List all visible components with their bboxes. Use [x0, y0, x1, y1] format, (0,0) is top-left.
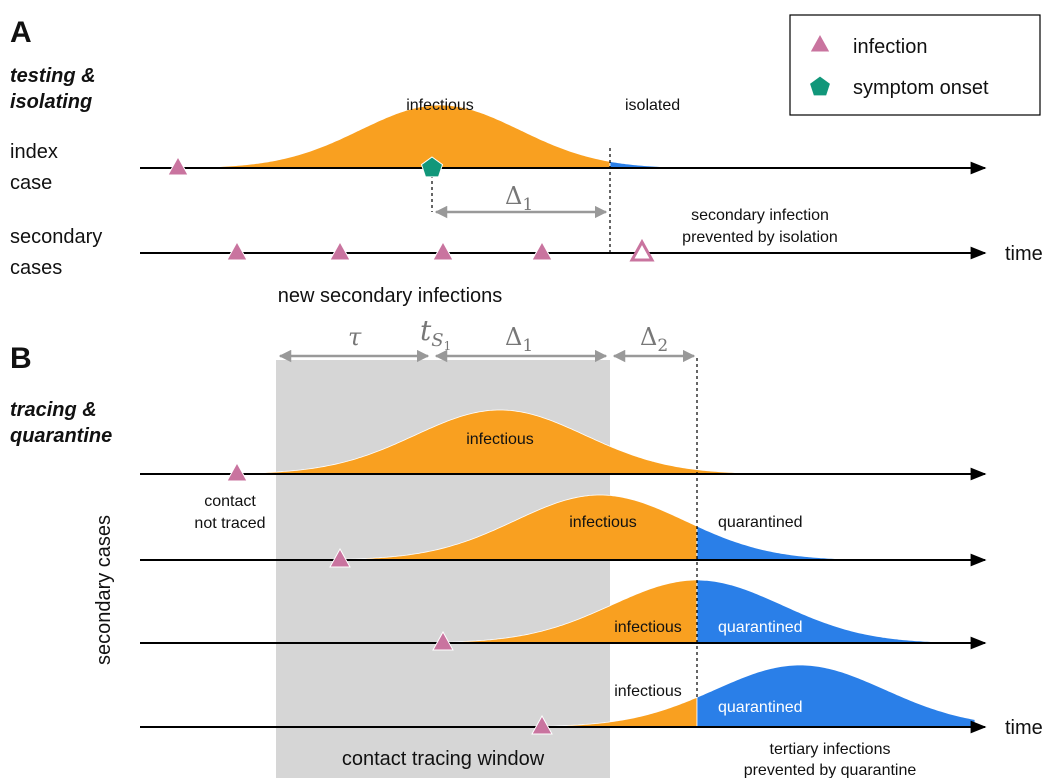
infection-marker — [531, 714, 553, 735]
row-label: case — [10, 172, 52, 194]
legend-label: infection — [853, 36, 928, 58]
hump — [696, 664, 976, 728]
hump — [344, 494, 698, 561]
infectious-label: infectious — [406, 97, 474, 114]
delta-label: Δ1 — [505, 182, 533, 215]
infectious-label: infectious — [569, 514, 637, 531]
infectious-label: infectious — [614, 683, 682, 700]
infection-marker — [531, 240, 553, 261]
panel-letter: B — [10, 342, 32, 375]
time-label: time — [1005, 243, 1043, 265]
infection-marker — [329, 240, 351, 261]
infection-marker — [329, 547, 351, 568]
time-label: time — [1005, 717, 1043, 739]
strategy: tracing & — [10, 399, 97, 421]
legend-box — [789, 14, 1041, 116]
infection-marker — [226, 240, 248, 261]
hump — [187, 104, 611, 169]
infectious-label: infectious — [466, 431, 534, 448]
hump — [549, 696, 698, 728]
infection-marker — [226, 461, 248, 482]
infectious-label: infectious — [614, 619, 682, 636]
row-label: secondary — [10, 226, 102, 248]
hump — [449, 579, 698, 644]
infection-marker — [167, 155, 189, 176]
hump — [696, 525, 886, 561]
infection-marker — [432, 240, 454, 261]
note: contact — [204, 493, 256, 510]
delta-label: Δ1 — [505, 323, 533, 356]
note: prevented by isolation — [682, 229, 838, 246]
delta-label: Δ2 — [640, 323, 668, 356]
isolated-label: isolated — [625, 97, 680, 114]
strategy: quarantine — [10, 425, 112, 447]
panel-letter: A — [10, 16, 32, 49]
y-label: secondary cases — [93, 515, 115, 665]
infection-marker — [809, 32, 831, 53]
markers — [167, 32, 832, 735]
quarantined-label: quarantined — [718, 514, 803, 531]
caption: new secondary infections — [278, 285, 503, 307]
humps — [187, 104, 976, 728]
caption: contact tracing window — [342, 748, 545, 770]
note: prevented by quarantine — [744, 762, 917, 778]
note: not traced — [194, 515, 265, 532]
infection-marker — [432, 630, 454, 651]
row-label: cases — [10, 257, 62, 279]
symptom-marker — [808, 75, 832, 97]
row-label: index — [10, 141, 58, 163]
strategy: testing & — [10, 65, 96, 87]
hump — [244, 409, 781, 475]
ts-label: tS1 — [420, 314, 451, 353]
quarantined-label: quarantined — [718, 619, 803, 636]
symptom-marker — [420, 156, 444, 178]
hump — [696, 579, 976, 644]
note: tertiary infections — [770, 741, 891, 758]
tau-label: τ — [348, 323, 362, 351]
note: secondary infection — [691, 207, 829, 224]
strategy: isolating — [10, 91, 92, 113]
legend-label: symptom onset — [853, 77, 989, 99]
infection-marker — [629, 238, 655, 262]
quarantined-label: quarantined — [718, 699, 803, 716]
